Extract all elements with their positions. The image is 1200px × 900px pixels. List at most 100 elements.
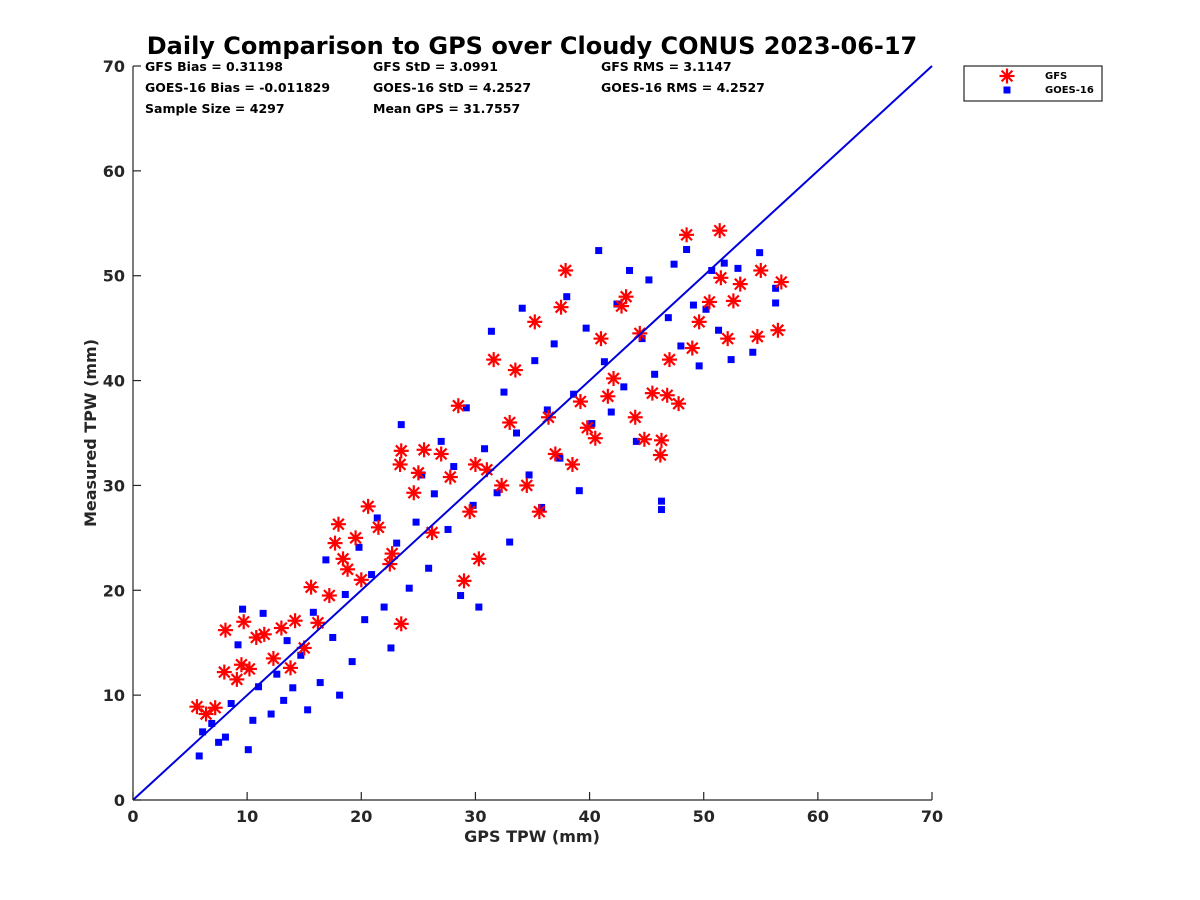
data-point-gfs bbox=[507, 362, 523, 378]
data-point-goes16 bbox=[361, 616, 369, 624]
data-point-gfs bbox=[273, 620, 289, 636]
one-to-one-line bbox=[132, 65, 933, 801]
x-tick-label: 20 bbox=[350, 807, 372, 826]
data-point-gfs bbox=[659, 387, 675, 403]
data-point-goes16 bbox=[702, 305, 710, 313]
data-point-goes16 bbox=[227, 700, 235, 708]
data-point-goes16 bbox=[749, 348, 757, 356]
data-point-goes16 bbox=[444, 525, 452, 533]
data-point-gfs bbox=[652, 447, 668, 463]
data-point-gfs bbox=[348, 530, 364, 546]
x-tick-label: 40 bbox=[578, 807, 600, 826]
data-point-gfs bbox=[618, 289, 634, 305]
data-point-goes16 bbox=[756, 249, 764, 257]
data-point-gfs bbox=[593, 331, 609, 347]
data-point-gfs bbox=[753, 262, 769, 278]
data-point-goes16 bbox=[645, 276, 653, 284]
data-point-goes16 bbox=[613, 300, 621, 308]
data-point-gfs bbox=[679, 227, 695, 243]
data-point-gfs bbox=[606, 370, 622, 386]
data-point-goes16 bbox=[525, 471, 533, 479]
plot-area bbox=[132, 65, 933, 801]
data-point-gfs bbox=[579, 420, 595, 436]
data-point-gfs bbox=[410, 465, 426, 481]
legend-marker-goes16 bbox=[1003, 86, 1011, 94]
data-point-goes16 bbox=[607, 408, 615, 416]
data-point-goes16 bbox=[208, 719, 216, 727]
x-tick-label: 50 bbox=[693, 807, 715, 826]
legend-label-goes16: GOES-16 bbox=[1045, 85, 1094, 96]
data-point-gfs bbox=[701, 294, 717, 310]
x-tick-label: 10 bbox=[236, 807, 258, 826]
stat-text: GOES-16 Bias = -0.011829 bbox=[145, 80, 330, 95]
data-point-goes16 bbox=[450, 463, 458, 471]
data-point-gfs bbox=[406, 485, 422, 501]
data-point-goes16 bbox=[289, 684, 297, 692]
data-point-gfs bbox=[572, 394, 588, 410]
y-tick-label: 20 bbox=[103, 581, 125, 600]
data-point-gfs bbox=[265, 650, 281, 666]
data-point-gfs bbox=[456, 573, 472, 589]
data-point-gfs bbox=[547, 446, 563, 462]
data-point-goes16 bbox=[297, 651, 305, 659]
data-point-goes16 bbox=[518, 304, 526, 312]
stat-text: GFS StD = 3.0991 bbox=[373, 59, 498, 74]
data-point-goes16 bbox=[651, 370, 659, 378]
data-point-gfs bbox=[684, 340, 700, 356]
data-point-goes16 bbox=[657, 497, 665, 505]
data-point-goes16 bbox=[397, 421, 405, 429]
data-point-goes16 bbox=[309, 608, 317, 616]
data-point-gfs bbox=[519, 477, 535, 493]
data-point-gfs bbox=[467, 456, 483, 472]
x-tick-label: 30 bbox=[464, 807, 486, 826]
stat-text: GFS RMS = 3.1147 bbox=[601, 59, 732, 74]
data-point-goes16 bbox=[727, 356, 735, 364]
data-point-goes16 bbox=[215, 738, 223, 746]
data-point-goes16 bbox=[393, 539, 401, 547]
series-gfs bbox=[189, 223, 789, 722]
data-point-goes16 bbox=[531, 357, 539, 365]
data-point-gfs bbox=[462, 504, 478, 520]
data-point-goes16 bbox=[380, 603, 388, 611]
data-point-gfs bbox=[424, 525, 440, 541]
data-point-gfs bbox=[661, 352, 677, 368]
data-point-goes16 bbox=[195, 752, 203, 760]
data-point-goes16 bbox=[234, 641, 242, 649]
data-point-gfs bbox=[330, 516, 346, 532]
data-point-gfs bbox=[600, 388, 616, 404]
y-tick-label: 0 bbox=[114, 791, 125, 810]
data-point-goes16 bbox=[632, 437, 640, 445]
legend-label-gfs: GFS bbox=[1045, 71, 1067, 82]
data-point-gfs bbox=[713, 270, 729, 286]
data-point-gfs bbox=[353, 572, 369, 588]
data-point-gfs bbox=[198, 706, 214, 722]
data-point-goes16 bbox=[469, 501, 477, 509]
data-point-goes16 bbox=[221, 733, 229, 741]
data-point-gfs bbox=[636, 431, 652, 447]
data-point-gfs bbox=[287, 613, 303, 629]
data-point-gfs bbox=[256, 626, 272, 642]
data-point-goes16 bbox=[550, 340, 558, 348]
data-point-gfs bbox=[392, 456, 408, 472]
data-point-gfs bbox=[486, 352, 502, 368]
data-point-goes16 bbox=[677, 342, 685, 350]
data-point-goes16 bbox=[620, 383, 628, 391]
data-point-goes16 bbox=[595, 247, 603, 255]
data-point-gfs bbox=[207, 700, 223, 716]
data-point-goes16 bbox=[734, 264, 742, 272]
data-point-goes16 bbox=[670, 260, 678, 268]
data-point-goes16 bbox=[239, 605, 247, 613]
data-point-gfs bbox=[327, 535, 343, 551]
data-point-gfs bbox=[450, 398, 466, 414]
data-point-goes16 bbox=[273, 670, 281, 678]
data-point-goes16 bbox=[638, 335, 646, 343]
data-point-goes16 bbox=[475, 603, 483, 611]
data-point-gfs bbox=[720, 331, 736, 347]
x-tick-label: 0 bbox=[127, 807, 138, 826]
data-point-goes16 bbox=[373, 514, 381, 522]
data-point-goes16 bbox=[255, 683, 263, 691]
data-point-goes16 bbox=[316, 679, 324, 687]
data-point-gfs bbox=[360, 498, 376, 514]
data-point-gfs bbox=[442, 469, 458, 485]
